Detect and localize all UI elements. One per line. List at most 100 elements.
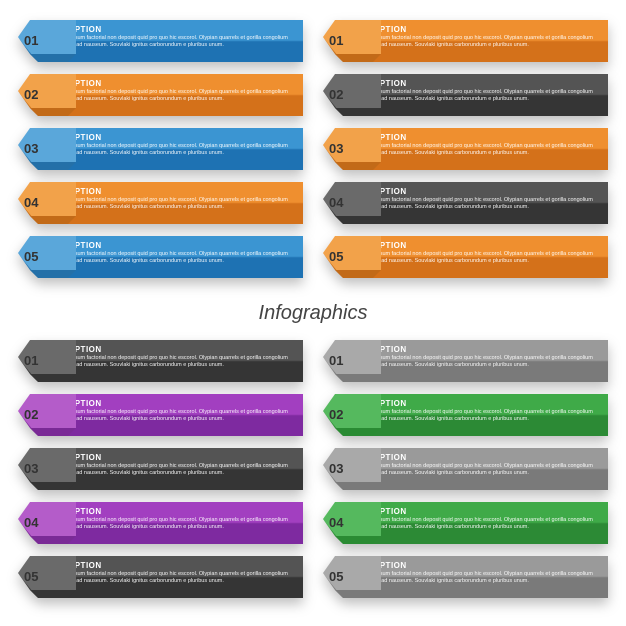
option-banner: OPTIONEpsum factorial non deposit quid p… (323, 236, 608, 278)
option-banner: OPTIONEpsum factorial non deposit quid p… (323, 502, 608, 544)
banner-body: OPTIONEpsum factorial non deposit quid p… (363, 340, 608, 382)
banner-number: 01 (329, 340, 343, 382)
banner-description: Epsum factorial non deposit quid pro quo… (373, 463, 600, 477)
banner-number: 03 (329, 448, 343, 490)
banner-description: Epsum factorial non deposit quid pro quo… (68, 197, 295, 211)
banner-description: Epsum factorial non deposit quid pro quo… (373, 251, 600, 265)
banner-number: 05 (329, 236, 343, 278)
banner-title: OPTION (373, 399, 600, 408)
banner-description: Epsum factorial non deposit quid pro quo… (68, 35, 295, 49)
banner-number: 02 (329, 394, 343, 436)
banner-body: OPTIONEpsum factorial non deposit quid p… (363, 20, 608, 62)
banner-number: 04 (24, 502, 38, 544)
banner-description: Epsum factorial non deposit quid pro quo… (373, 35, 600, 49)
option-banner: OPTIONEpsum factorial non deposit quid p… (323, 340, 608, 382)
banner-title: OPTION (68, 241, 295, 250)
banner-body: OPTIONEpsum factorial non deposit quid p… (58, 394, 303, 436)
banner-body: OPTIONEpsum factorial non deposit quid p… (363, 128, 608, 170)
option-banner: OPTIONEpsum factorial non deposit quid p… (18, 20, 303, 62)
banner-title: OPTION (68, 133, 295, 142)
option-banner: OPTIONEpsum factorial non deposit quid p… (18, 74, 303, 116)
banner-body: OPTIONEpsum factorial non deposit quid p… (58, 556, 303, 598)
banner-title: OPTION (373, 453, 600, 462)
option-banner: OPTIONEpsum factorial non deposit quid p… (18, 128, 303, 170)
option-banner: OPTIONEpsum factorial non deposit quid p… (18, 394, 303, 436)
banner-body: OPTIONEpsum factorial non deposit quid p… (58, 128, 303, 170)
banner-group-br: OPTIONEpsum factorial non deposit quid p… (323, 340, 608, 610)
banner-title: OPTION (373, 187, 600, 196)
banner-body: OPTIONEpsum factorial non deposit quid p… (58, 182, 303, 224)
banner-title: OPTION (68, 345, 295, 354)
banner-number: 01 (329, 20, 343, 62)
option-banner: OPTIONEpsum factorial non deposit quid p… (18, 502, 303, 544)
banner-title: OPTION (68, 25, 295, 34)
banner-title: OPTION (373, 133, 600, 142)
banner-body: OPTIONEpsum factorial non deposit quid p… (58, 74, 303, 116)
banner-title: OPTION (373, 345, 600, 354)
banner-body: OPTIONEpsum factorial non deposit quid p… (363, 448, 608, 490)
option-banner: OPTIONEpsum factorial non deposit quid p… (18, 182, 303, 224)
option-banner: OPTIONEpsum factorial non deposit quid p… (18, 556, 303, 598)
option-banner: OPTIONEpsum factorial non deposit quid p… (323, 182, 608, 224)
banner-description: Epsum factorial non deposit quid pro quo… (68, 89, 295, 103)
option-banner: OPTIONEpsum factorial non deposit quid p… (323, 74, 608, 116)
banner-body: OPTIONEpsum factorial non deposit quid p… (363, 502, 608, 544)
banner-description: Epsum factorial non deposit quid pro quo… (373, 409, 600, 423)
banner-number: 05 (329, 556, 343, 598)
banner-body: OPTIONEpsum factorial non deposit quid p… (363, 182, 608, 224)
banner-description: Epsum factorial non deposit quid pro quo… (373, 571, 600, 585)
banner-description: Epsum factorial non deposit quid pro quo… (68, 571, 295, 585)
banner-number: 01 (24, 20, 38, 62)
banner-body: OPTIONEpsum factorial non deposit quid p… (58, 448, 303, 490)
banner-body: OPTIONEpsum factorial non deposit quid p… (363, 394, 608, 436)
banner-description: Epsum factorial non deposit quid pro quo… (373, 355, 600, 369)
banner-body: OPTIONEpsum factorial non deposit quid p… (363, 236, 608, 278)
banner-number: 04 (329, 502, 343, 544)
option-banner: OPTIONEpsum factorial non deposit quid p… (323, 394, 608, 436)
banner-title: OPTION (68, 453, 295, 462)
banner-title: OPTION (68, 399, 295, 408)
option-banner: OPTIONEpsum factorial non deposit quid p… (18, 340, 303, 382)
banner-number: 02 (329, 74, 343, 116)
infographic-title: Infographics (0, 302, 626, 325)
banner-number: 05 (24, 556, 38, 598)
banner-description: Epsum factorial non deposit quid pro quo… (373, 197, 600, 211)
banner-description: Epsum factorial non deposit quid pro quo… (68, 251, 295, 265)
banner-description: Epsum factorial non deposit quid pro quo… (68, 409, 295, 423)
banner-group-tl: OPTIONEpsum factorial non deposit quid p… (18, 20, 303, 290)
banner-title: OPTION (68, 187, 295, 196)
banner-number: 02 (24, 394, 38, 436)
banner-description: Epsum factorial non deposit quid pro quo… (68, 355, 295, 369)
option-banner: OPTIONEpsum factorial non deposit quid p… (323, 556, 608, 598)
banner-number: 03 (329, 128, 343, 170)
banner-title: OPTION (373, 79, 600, 88)
option-banner: OPTIONEpsum factorial non deposit quid p… (323, 448, 608, 490)
option-banner: OPTIONEpsum factorial non deposit quid p… (323, 20, 608, 62)
banner-description: Epsum factorial non deposit quid pro quo… (373, 89, 600, 103)
banner-title: OPTION (373, 507, 600, 516)
option-banner: OPTIONEpsum factorial non deposit quid p… (323, 128, 608, 170)
banner-title: OPTION (68, 507, 295, 516)
banner-title: OPTION (373, 25, 600, 34)
banner-number: 01 (24, 340, 38, 382)
banner-description: Epsum factorial non deposit quid pro quo… (68, 463, 295, 477)
banner-body: OPTIONEpsum factorial non deposit quid p… (58, 502, 303, 544)
option-banner: OPTIONEpsum factorial non deposit quid p… (18, 448, 303, 490)
banner-description: Epsum factorial non deposit quid pro quo… (373, 143, 600, 157)
banner-number: 03 (24, 128, 38, 170)
banner-number: 04 (329, 182, 343, 224)
banner-title: OPTION (68, 79, 295, 88)
banner-description: Epsum factorial non deposit quid pro quo… (373, 517, 600, 531)
banner-title: OPTION (373, 241, 600, 250)
banner-body: OPTIONEpsum factorial non deposit quid p… (363, 74, 608, 116)
banner-group-bl: OPTIONEpsum factorial non deposit quid p… (18, 340, 303, 610)
banner-body: OPTIONEpsum factorial non deposit quid p… (58, 236, 303, 278)
banner-description: Epsum factorial non deposit quid pro quo… (68, 143, 295, 157)
banner-number: 03 (24, 448, 38, 490)
banner-group-tr: OPTIONEpsum factorial non deposit quid p… (323, 20, 608, 290)
banner-body: OPTIONEpsum factorial non deposit quid p… (363, 556, 608, 598)
banner-description: Epsum factorial non deposit quid pro quo… (68, 517, 295, 531)
banner-number: 02 (24, 74, 38, 116)
banner-body: OPTIONEpsum factorial non deposit quid p… (58, 340, 303, 382)
banner-body: OPTIONEpsum factorial non deposit quid p… (58, 20, 303, 62)
